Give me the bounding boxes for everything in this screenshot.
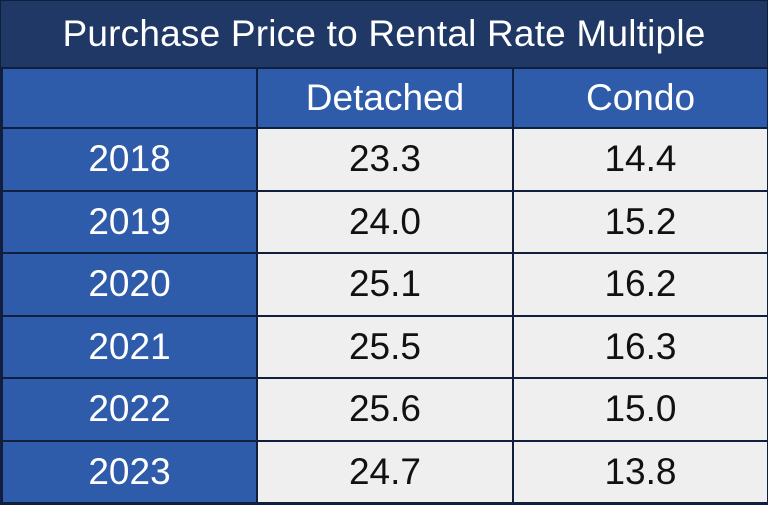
table-row: 2022 25.6 15.0 — [1, 377, 768, 442]
cell-condo: 16.2 — [512, 252, 768, 317]
table-row: 2023 24.7 13.8 — [1, 439, 768, 504]
table-row: 2020 25.1 16.2 — [1, 252, 768, 317]
table-row: 2018 23.3 14.4 — [1, 127, 768, 192]
row-label: 2021 — [1, 314, 258, 379]
header-row: Detached Condo — [1, 67, 768, 129]
row-label: 2023 — [1, 439, 258, 504]
cell-detached: 25.1 — [256, 252, 514, 317]
cell-detached: 24.7 — [256, 439, 514, 504]
table-row: 2021 25.5 16.3 — [1, 314, 768, 379]
row-label: 2019 — [1, 189, 258, 254]
row-label: 2018 — [1, 127, 258, 192]
cell-condo: 15.0 — [512, 377, 768, 442]
row-label: 2022 — [1, 377, 258, 442]
table-title: Purchase Price to Rental Rate Multiple — [1, 1, 767, 67]
corner-cell — [1, 67, 258, 129]
cell-detached: 25.5 — [256, 314, 514, 379]
cell-condo: 16.3 — [512, 314, 768, 379]
cell-detached: 24.0 — [256, 189, 514, 254]
column-header-condo: Condo — [512, 67, 768, 129]
table-row: 2019 24.0 15.2 — [1, 189, 768, 254]
cell-detached: 23.3 — [256, 127, 514, 192]
row-label: 2020 — [1, 252, 258, 317]
cell-condo: 13.8 — [512, 439, 768, 504]
column-header-detached: Detached — [256, 67, 514, 129]
data-table: Detached Condo 2018 23.3 14.4 2019 24.0 … — [1, 67, 768, 504]
cell-condo: 14.4 — [512, 127, 768, 192]
cell-condo: 15.2 — [512, 189, 768, 254]
cell-detached: 25.6 — [256, 377, 514, 442]
